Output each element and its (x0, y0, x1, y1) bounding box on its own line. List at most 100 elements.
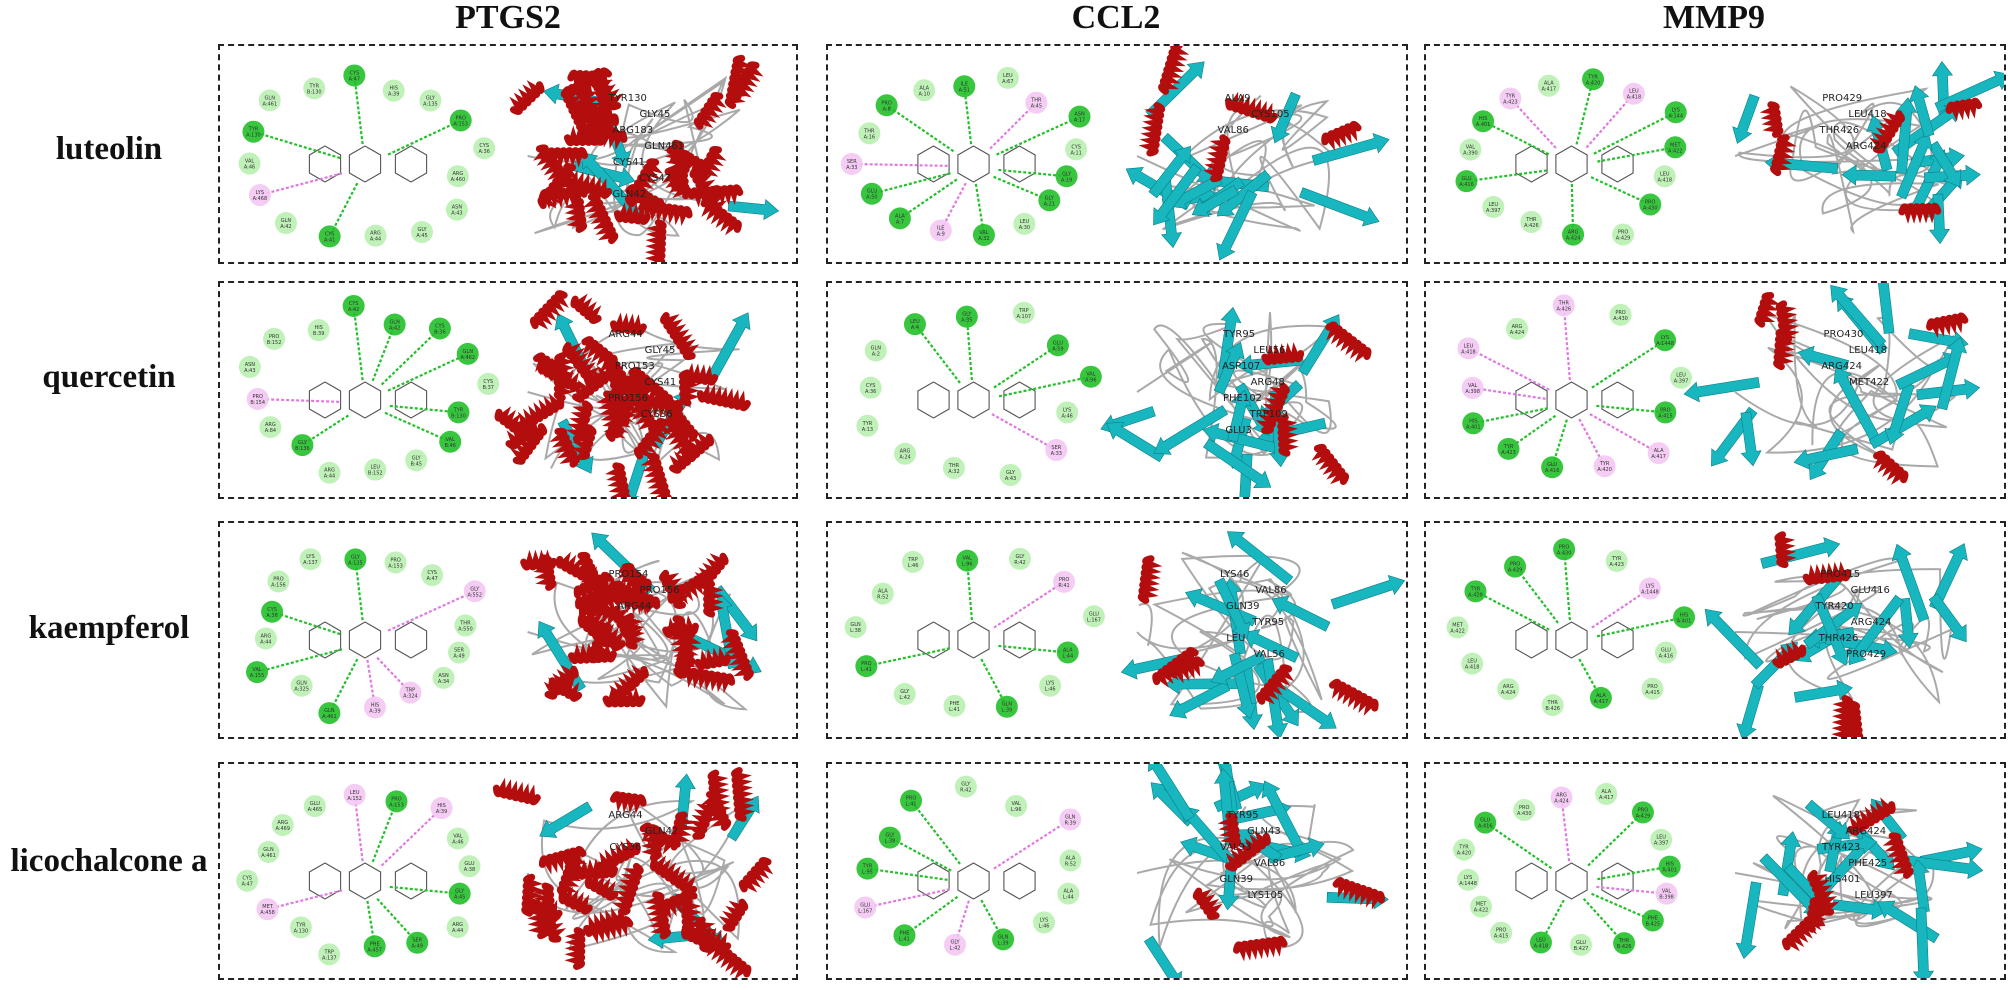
structure-residue-label: TYR423 (1821, 842, 1860, 853)
residue-label: CYS A:42 (348, 301, 359, 313)
residue-label: CYS B:36 (434, 323, 445, 335)
structure-residue-label: LEU418 (1822, 810, 1860, 821)
residue-label: CYS B:37 (483, 379, 494, 391)
residue-bubble (258, 89, 281, 112)
residue-bubble (1068, 105, 1091, 128)
residue-label: ILE A:9 (937, 225, 945, 237)
residue-bubble (1513, 798, 1536, 821)
residue-label: PRO A:415 (1658, 407, 1673, 419)
residue-bubble (363, 696, 386, 719)
residue-label: GLY L:42 (899, 689, 910, 701)
residue-bubble (1631, 801, 1654, 824)
residue-bubble (900, 789, 923, 812)
residue-bubble (445, 198, 468, 221)
residue-label: GLY L:38 (884, 833, 895, 845)
structure-residue-label: THR426 (1819, 125, 1860, 136)
residue-label: ARG A:44 (324, 468, 335, 480)
residue-label: THR A:32 (948, 463, 960, 475)
structure-residue-label: TYR130 (608, 93, 647, 104)
residue-bubble (1059, 849, 1082, 872)
panel-quercetin-ptgs2: TYR B:130 VAL B:46 GLY B:45 LEU B:152 ARG A:44 GLY… (218, 281, 798, 499)
residue-label: PRO A:430 (1517, 805, 1532, 817)
residue-label: TYR A:420 (1586, 74, 1601, 86)
residue-label: TYR A:420 (1597, 461, 1612, 473)
residue-bubble (1490, 921, 1513, 944)
residue-bubble (446, 916, 469, 939)
residue-bubble (449, 109, 472, 132)
residue-bubble (248, 184, 271, 207)
residue-bubble (363, 935, 386, 958)
residue-bubble (1541, 456, 1564, 479)
residue-bubble (421, 564, 444, 587)
residue-bubble (1582, 68, 1605, 91)
residue-label: GLU A:465 (308, 801, 323, 813)
residue-bubble (878, 826, 901, 849)
structure-residue-label: PHE425 (1848, 858, 1887, 869)
residue-bubble (1641, 909, 1664, 932)
protein-3d-structure: TYR95 LEU56 ASP107 ARG48 PHE102 TRP109 GLU3 (1100, 306, 1372, 497)
residue-label: SER A:49 (453, 647, 464, 659)
residue-label: LEU B:152 (368, 465, 383, 477)
residue-bubble (1654, 329, 1677, 352)
residue-bubble (318, 943, 341, 966)
residue-label: LEU A:397 (1486, 202, 1501, 214)
residue-bubble (318, 702, 341, 725)
residue-bubble (256, 898, 279, 921)
residue-label: PRO A:8 (881, 100, 891, 112)
residue-label: LEU A:67 (1002, 73, 1013, 85)
residue-label: CYS A:11 (1070, 144, 1081, 156)
panel-luteolin-ccl2: GLY A:19 GLY A:21 LEU A:30 VAL A:32 ILE A:9 ALA A:7… (826, 44, 1408, 264)
structure-residue-label: PRO429 (1822, 93, 1862, 104)
structure-residue-label: MET422 (1849, 377, 1889, 388)
protein-3d-structure: PRO415 GLU416 TYR420 ARG424 THR426 PRO429 (1704, 531, 1968, 737)
residue-label: GLU A:416 (1478, 818, 1493, 830)
row-label-kaempferol: kaempferol (28, 610, 190, 646)
panel-licochalcone-a-ptgs2: GLY A:45 ARG A:44 SER A:49 PHE A:457 TRP A:137 TYR… (218, 762, 798, 980)
residue-label: ARG A:44 (452, 922, 463, 934)
structure-residue-label: GLN42 (645, 826, 679, 837)
residue-bubble (844, 616, 867, 639)
residue-bubble (1459, 138, 1482, 161)
residue-bubble (1553, 538, 1576, 561)
structure-residue-label: CYS47 (639, 173, 671, 184)
residue-bubble (864, 339, 887, 362)
residue-label: GLU L:167 (1087, 611, 1101, 623)
residue-bubble (1529, 931, 1552, 954)
residue-label: PRO A:153 (389, 796, 404, 808)
residue-bubble (855, 655, 878, 678)
structure-residue-label: PRO154 (608, 569, 648, 580)
residue-bubble (871, 582, 894, 605)
residue-label: ASN A:43 (451, 205, 462, 217)
residue-bubble (1497, 437, 1520, 460)
residue-bubble (854, 896, 877, 919)
structure-residue-label: TYR95 (1251, 617, 1284, 628)
residue-label: ILE A:51 (959, 81, 970, 93)
residue-bubble (430, 797, 453, 820)
residue-bubble (411, 221, 434, 244)
protein-3d-structure: TYR130 GLY45 ARG183 GLN461 CYS41 CYS47 GLN42 (509, 54, 780, 262)
residue-bubble (992, 928, 1015, 951)
residue-bubble (860, 182, 883, 205)
structure-residue-label: PRO156 (640, 585, 680, 596)
residue-label: VAL A:398 (1465, 383, 1480, 395)
structure-residue-label: VAL93 (1220, 842, 1251, 853)
residue-label: HIS A:39 (369, 702, 380, 714)
residue-label: GLY R:42 (960, 782, 971, 794)
structure-residue-label: ALA9 (1225, 93, 1251, 104)
residue-label: ASN A:43 (244, 362, 255, 374)
interaction-diagram: ALA L:44 LYS L:46 GLN L:39 PHE L:41 GLY L:42 PRO L:… (844, 547, 1105, 718)
structure-residue-label: TYR95 (1222, 329, 1255, 340)
residue-label: ALA A:417 (1594, 693, 1609, 705)
residue-bubble (1455, 170, 1478, 193)
structure-residue-label: ARG183 (613, 125, 654, 136)
structure-residue-label: GLU416 (1851, 585, 1890, 596)
residue-bubble (271, 813, 294, 836)
residue-label: LEU A:418 (1461, 343, 1476, 355)
residue-bubble (1464, 580, 1487, 603)
residue-bubble (448, 882, 471, 905)
residue-label: TYR B:130 (307, 83, 322, 95)
residue-label: PRO A:156 (271, 576, 286, 588)
residue-bubble (364, 458, 387, 481)
residue-label: CYS A:47 (426, 570, 437, 582)
